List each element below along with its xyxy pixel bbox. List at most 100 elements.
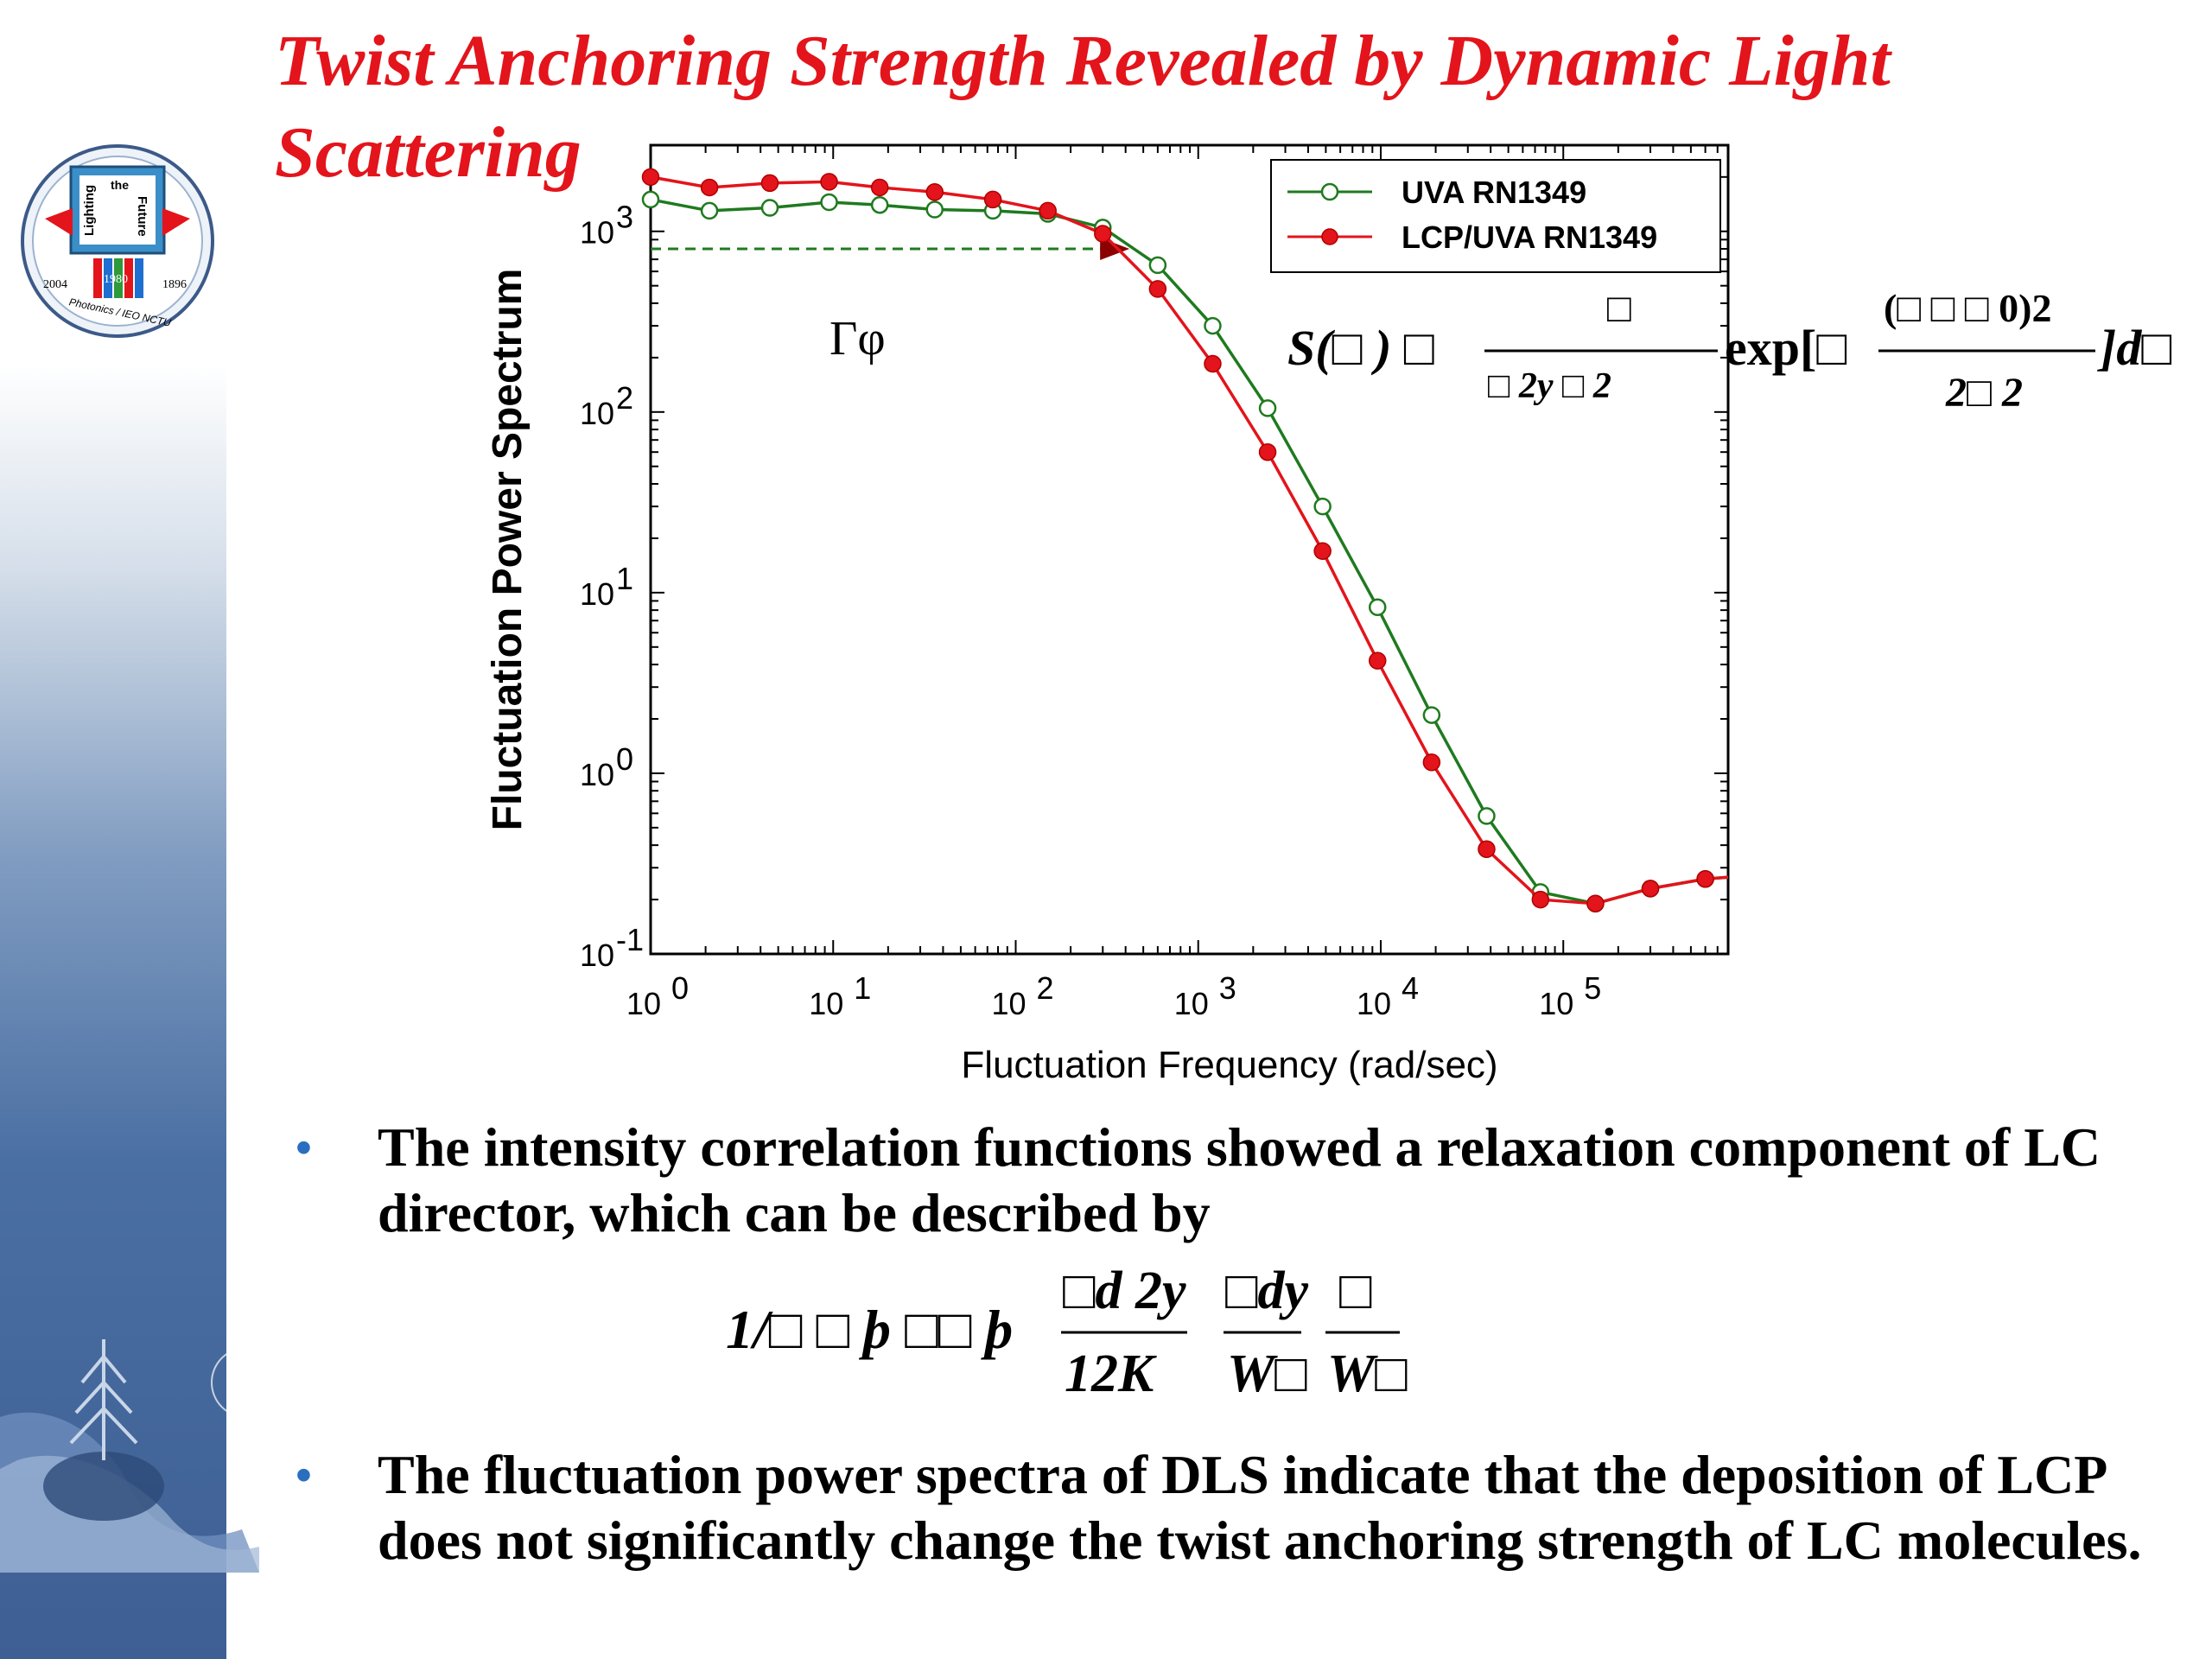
eq1-lhs: S(□ ) □: [1287, 320, 1434, 376]
legend-label-green: UVA RN1349: [1402, 175, 1586, 210]
eq1-term1-den: □ 2y □ 2: [1488, 366, 1611, 406]
gamma-guide-arrow: [1100, 238, 1130, 261]
data-point-uva: [1313, 497, 1332, 516]
legend-marker-green: [1320, 182, 1339, 201]
data-point-uva: [1258, 399, 1277, 417]
legend-box: [1270, 159, 1721, 273]
logo-word-future: Future: [135, 196, 149, 237]
x-tick-label: 10: [991, 986, 1026, 1021]
eq2-f2-den: W□: [1227, 1344, 1307, 1403]
y-tick-label: 10: [580, 938, 614, 973]
spectrum-equation: S(□ ) □ □ □ 2y □ 2 exp[□ (□ □ □ 0)2 2□ 2…: [1287, 286, 2171, 416]
relaxation-equation: 1/□ □ þ □□ þ □d 2y 12K □dy W□ □ W□: [726, 1262, 1408, 1403]
logo-year-2004: 2004: [43, 278, 67, 291]
data-point-lcp: [1368, 652, 1387, 670]
data-point-lcp: [983, 190, 1002, 209]
chart-guide: [651, 238, 1130, 261]
x-tick-label: 10: [626, 986, 661, 1021]
gamma-phi-annotation: Γφ: [830, 312, 886, 365]
chart-tick-labels: 10 0 10 1 10 2 10 3 10 4 10 510 -110 010 110 210 3: [580, 200, 1601, 1021]
y-tick-exponent: 2: [616, 380, 633, 416]
data-point-uva: [870, 195, 889, 214]
x-tick-label: 10: [1357, 986, 1391, 1021]
data-point-uva: [1148, 256, 1167, 275]
y-tick-label: 10: [580, 757, 614, 792]
data-point-uva: [1422, 706, 1441, 724]
y-tick-label: 10: [580, 215, 614, 251]
data-point-uva: [1368, 598, 1387, 617]
data-point-lcp: [1696, 869, 1714, 888]
chart-series: [641, 168, 1729, 912]
data-point-lcp: [820, 173, 838, 191]
eq1-term2-num: (□ □ □ 0)2: [1884, 286, 2052, 330]
y-tick-label: 10: [580, 576, 614, 612]
bullet-item-2: • The fluctuation power spectra of DLS i…: [285, 1442, 2169, 1573]
data-point-lcp: [870, 178, 889, 197]
y-tick-exponent: -1: [616, 922, 644, 957]
data-point-lcp: [1258, 442, 1277, 461]
x-axis-label: Fluctuation Frequency (rad/sec): [961, 1044, 1497, 1086]
bullet-list: • The intensity correlation functions sh…: [285, 1115, 2169, 1573]
plot-frame: [649, 143, 1730, 956]
data-point-lcp: [1204, 354, 1222, 373]
data-point-uva: [1204, 316, 1222, 335]
eq1-term1-num: □: [1607, 286, 1631, 330]
data-point-lcp: [1039, 201, 1057, 220]
eq2-f2-num: □dy: [1225, 1262, 1308, 1320]
eq2-f3-den: W□: [1327, 1344, 1408, 1403]
bullet-formula: 1/□ □ þ □□ þ □d 2y 12K □dy W□ □ W□: [285, 1246, 2169, 1442]
x-tick-label: 10: [809, 986, 843, 1021]
eq1-mid: exp[□: [1725, 320, 1847, 376]
bullet-dot-icon: •: [296, 1449, 312, 1501]
data-point-lcp: [641, 168, 660, 187]
eq1-end: ]d□: [2097, 320, 2171, 376]
data-point-lcp: [1641, 880, 1660, 898]
x-tick-exponent: 0: [671, 970, 689, 1006]
data-point-lcp: [1094, 225, 1112, 243]
x-tick-exponent: 1: [854, 970, 871, 1006]
data-point-uva: [760, 199, 779, 217]
legend-marker-red: [1321, 228, 1338, 245]
logo-year-1980: 1980: [104, 273, 128, 286]
logo-word-the: the: [111, 178, 129, 192]
x-tick-exponent: 4: [1402, 970, 1419, 1006]
bullet-dot-icon: •: [296, 1122, 312, 1173]
logo-year-1896: 1896: [162, 278, 187, 291]
data-point-lcp: [1586, 894, 1605, 912]
bullet-text-1: The intensity correlation functions show…: [378, 1116, 2101, 1243]
x-tick-label: 10: [1174, 986, 1209, 1021]
data-point-uva: [1478, 807, 1496, 825]
x-tick-label: 10: [1539, 986, 1573, 1021]
hands-tree-image: [0, 1339, 259, 1573]
eq2-f3-num: □: [1339, 1262, 1372, 1320]
y-tick-exponent: 1: [616, 561, 633, 596]
legend: UVA RN1349 LCP/UVA RN1349: [1270, 159, 1721, 273]
y-tick-exponent: 3: [616, 200, 633, 235]
slide-title: Twist Anchoring Strength Revealed by Dyn…: [275, 21, 1891, 193]
y-tick-exponent: 0: [616, 741, 633, 777]
x-tick-exponent: 5: [1584, 970, 1601, 1006]
data-point-lcp: [700, 178, 719, 197]
bullet-text-2: The fluctuation power spectra of DLS ind…: [378, 1444, 2142, 1571]
y-axis-label: Fluctuation Power Spectrum: [485, 269, 531, 831]
eq1-term2-den: 2□ 2: [1945, 370, 2023, 416]
ntcu-logo: Lighting the Future 2004 1980 1896 Photo…: [21, 144, 214, 338]
y-tick-label: 10: [580, 396, 614, 431]
data-point-lcp: [1148, 280, 1167, 298]
eq2-f1-den: 12K: [1065, 1344, 1157, 1403]
data-point-lcp: [925, 183, 944, 201]
x-tick-exponent: 3: [1219, 970, 1236, 1006]
data-point-lcp: [1313, 542, 1332, 560]
data-point-uva: [641, 190, 660, 209]
data-point-lcp: [1422, 753, 1441, 772]
power-spectrum-chart: 10 0 10 1 10 2 10 3 10 4 10 510 -110 010 110 210 3 Fluct…: [485, 143, 1730, 1086]
x-tick-exponent: 2: [1036, 970, 1053, 1006]
data-point-lcp: [1531, 890, 1550, 909]
data-point-uva: [700, 201, 719, 220]
bullet-item-1: • The intensity correlation functions sh…: [285, 1115, 2169, 1246]
data-point-lcp: [760, 174, 779, 193]
data-point-uva: [925, 200, 944, 219]
legend-label-red: LCP/UVA RN1349: [1402, 219, 1657, 255]
data-point-lcp: [1478, 840, 1496, 859]
logo-word-lighting: Lighting: [82, 185, 97, 236]
